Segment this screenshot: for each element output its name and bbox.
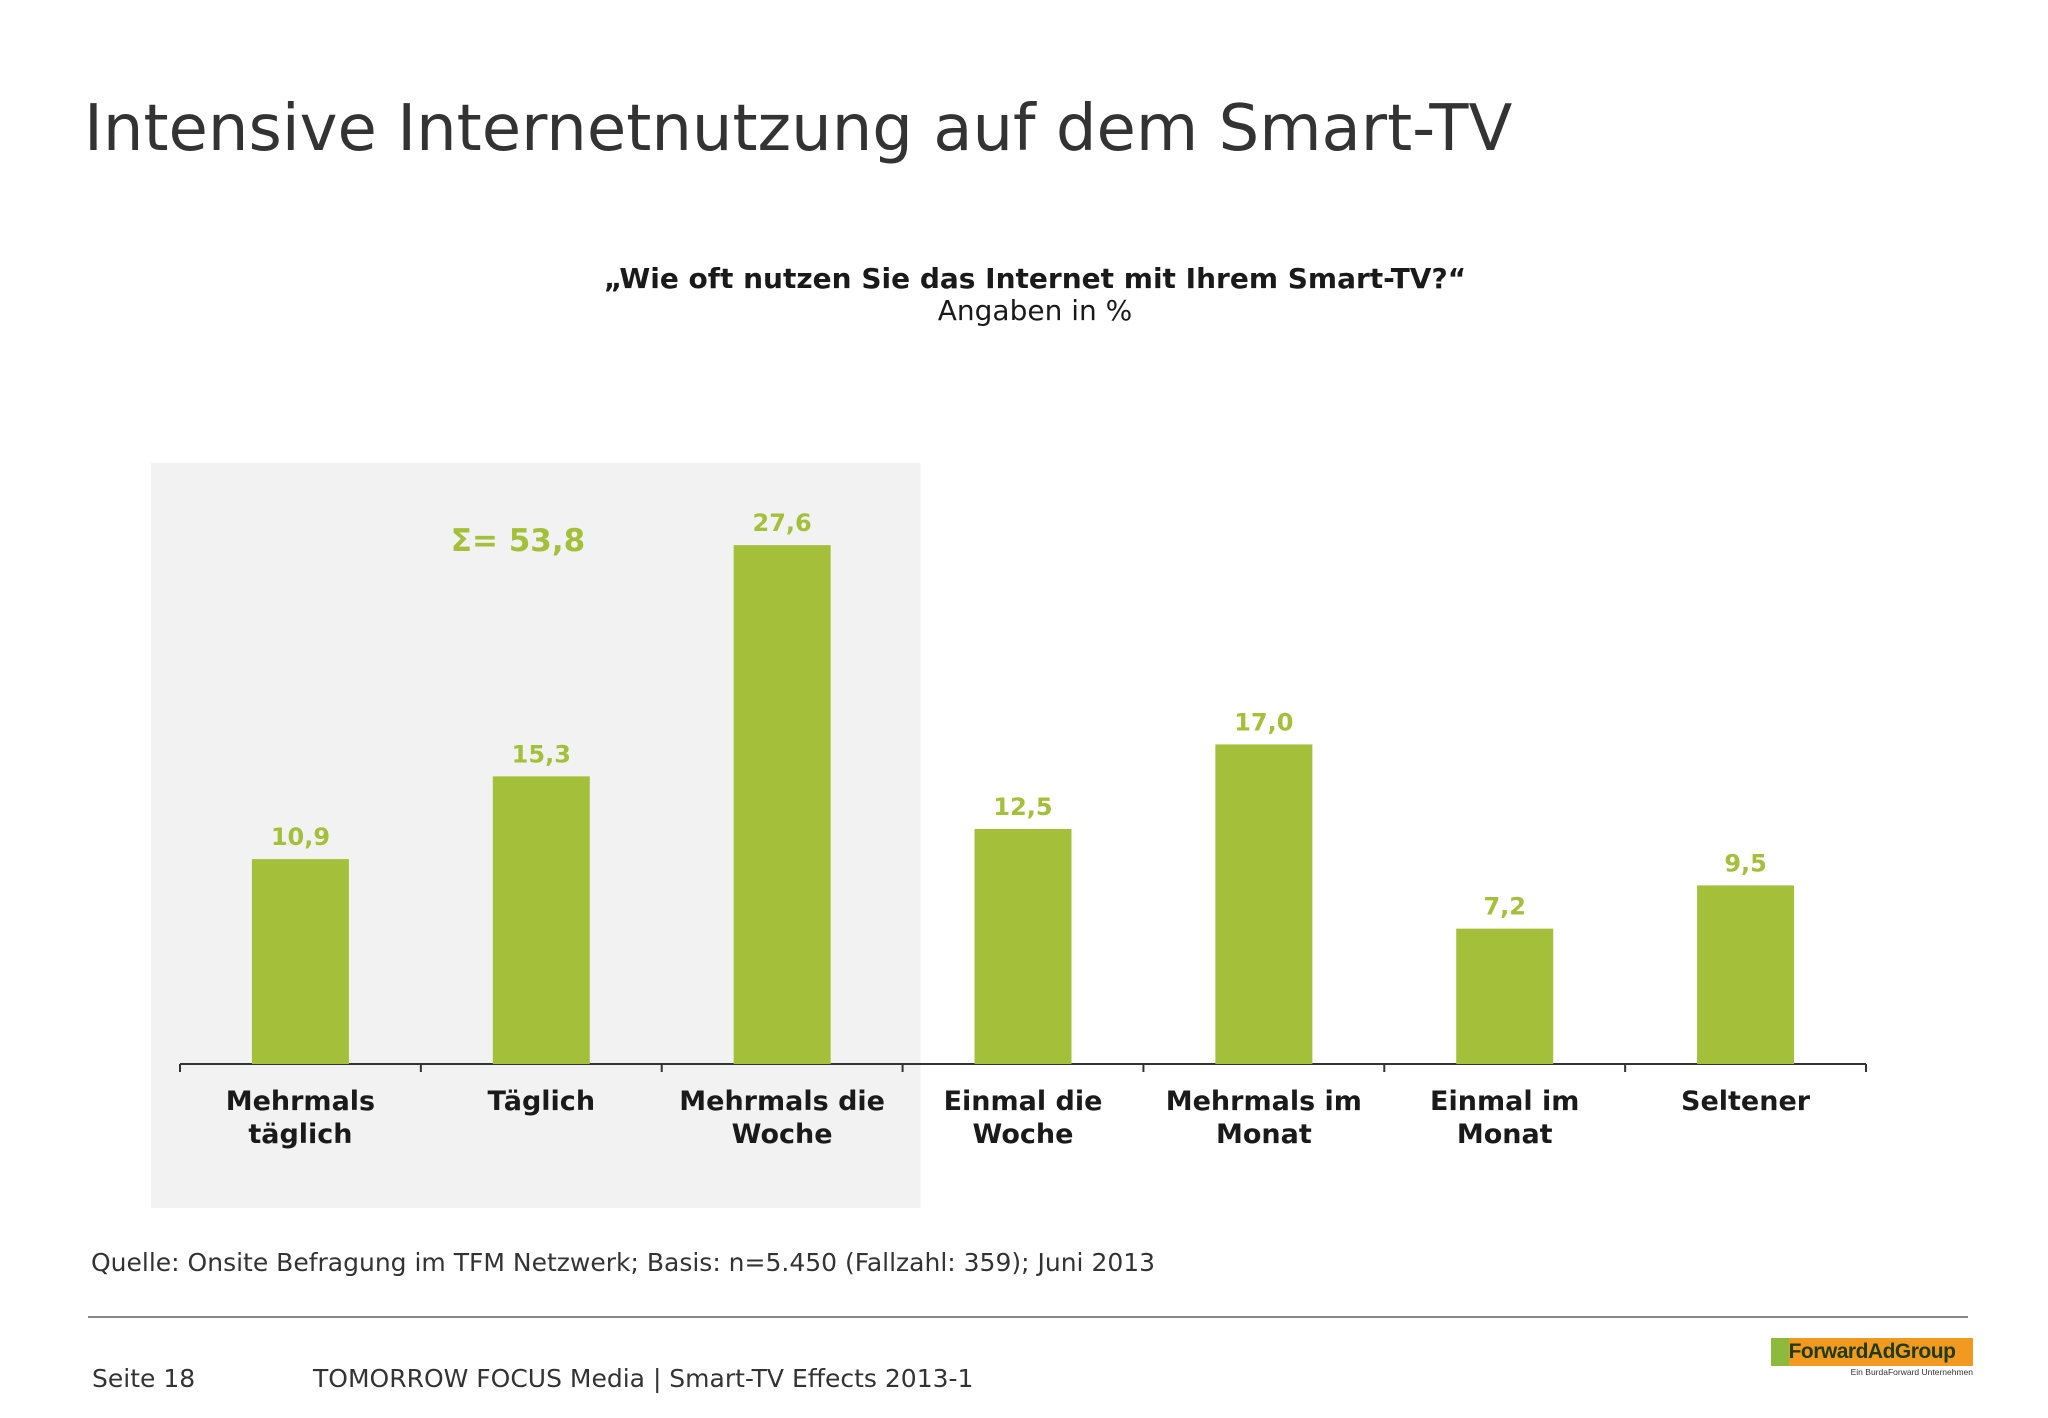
bar — [1697, 885, 1795, 1064]
bar — [733, 545, 831, 1064]
data-label: 9,5 — [1724, 849, 1767, 877]
category-label: Einmal im Monat — [1430, 1086, 1579, 1150]
data-label: 10,9 — [271, 823, 330, 851]
bar — [1215, 744, 1313, 1064]
category-label: Mehrmals die Woche — [679, 1086, 885, 1150]
logo-accent — [1771, 1338, 1789, 1366]
bar — [974, 829, 1072, 1064]
data-label: 12,5 — [993, 793, 1052, 821]
category-label-line: Mehrmals im — [1166, 1086, 1362, 1117]
category-label-line: Einmal die — [944, 1086, 1103, 1117]
category-label: Täglich — [488, 1086, 596, 1117]
bar — [492, 776, 590, 1064]
page-title: Intensive Internetnutzung auf dem Smart-… — [84, 92, 1513, 166]
data-label: 15,3 — [512, 740, 571, 768]
category-label: Mehrmals im Monat — [1166, 1086, 1362, 1150]
footer-text: TOMORROW FOCUS Media | Smart-TV Effects … — [313, 1364, 974, 1393]
category-label: Seltener — [1681, 1086, 1811, 1117]
forward-ad-group-logo: ForwardAdGroup Ein BurdaForward Unterneh… — [1771, 1338, 1973, 1377]
data-label: 17,0 — [1234, 708, 1293, 736]
category-label-line: täglich — [248, 1119, 352, 1150]
category-label-line: Monat — [1457, 1119, 1553, 1150]
bar — [251, 859, 349, 1064]
bar-chart: 10,9 Mehrmals täglich 15,3 Täglich 27,6 Mehrma… — [151, 463, 1867, 1208]
category-label: Mehrmals täglich — [226, 1086, 375, 1150]
logo-tagline: Ein BurdaForward Unternehmen — [1850, 1367, 1973, 1377]
category-label: Einmal die Woche — [944, 1086, 1103, 1150]
chart-subtitle: Angaben in % — [937, 294, 1133, 327]
footer-divider — [88, 1316, 1968, 1318]
logo-banner: ForwardAdGroup — [1771, 1338, 1973, 1366]
data-label: 27,6 — [753, 509, 812, 537]
category-label-line: Mehrmals die — [679, 1086, 885, 1117]
logo-wordmark: ForwardAdGroup — [1788, 1340, 1956, 1363]
source-note: Quelle: Onsite Befragung im TFM Netzwerk… — [91, 1248, 1156, 1277]
page-number: Seite 18 — [92, 1364, 196, 1393]
data-label: 7,2 — [1483, 893, 1526, 921]
category-label-line: Woche — [732, 1119, 833, 1150]
category-label-line: Woche — [973, 1119, 1074, 1150]
category-label-line: Seltener — [1681, 1086, 1811, 1117]
sum-annotation: Σ= 53,8 — [451, 523, 585, 559]
chart-title: „Wie oft nutzen Sie das Internet mit Ihr… — [603, 262, 1467, 295]
category-label-line: Monat — [1216, 1119, 1312, 1150]
category-label-line: Einmal im — [1430, 1086, 1579, 1117]
category-label-line: Täglich — [488, 1086, 596, 1117]
category-label-line: Mehrmals — [226, 1086, 375, 1117]
bar — [1456, 928, 1554, 1064]
